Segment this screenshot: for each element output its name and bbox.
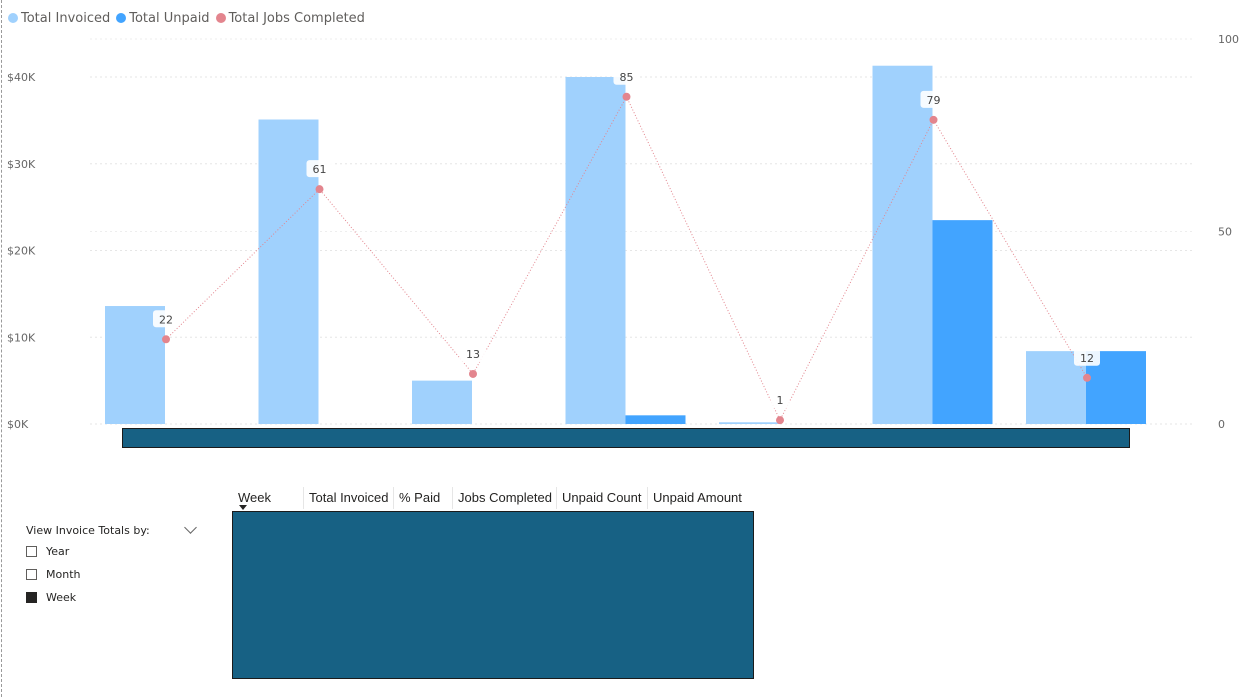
table-body-redacted <box>232 511 754 679</box>
y-axis-left: $0K $10K $20K $30K $40K <box>7 71 36 431</box>
data-label-box <box>770 391 790 409</box>
bar-total-unpaid[interactable] <box>932 220 993 424</box>
bars <box>105 65 1146 424</box>
point-jobs-completed[interactable] <box>1083 373 1091 382</box>
slicer-option-week[interactable]: Week <box>26 586 201 609</box>
column-header-jobs-completed[interactable]: Jobs Completed <box>453 487 557 509</box>
y-right-tick-label: 100 <box>1218 33 1239 46</box>
data-label-box <box>306 160 333 178</box>
y-right-tick-label: 0 <box>1218 418 1225 431</box>
data-label-box <box>920 90 947 108</box>
y-left-tick-label: $40K <box>7 71 36 84</box>
data-label-box <box>1074 348 1100 366</box>
data-label-box <box>460 344 486 362</box>
x-axis-labels-redacted <box>122 428 1130 448</box>
legend-label-total-unpaid: Total Unpaid <box>129 10 210 26</box>
legend-item-total-jobs-completed[interactable]: Total Jobs Completed <box>215 10 365 26</box>
point-jobs-completed[interactable] <box>162 335 170 344</box>
data-label-jobs: 85 <box>620 71 634 84</box>
legend-label-total-invoiced: Total Invoiced <box>21 10 111 26</box>
slicer-option-label: Year <box>46 545 70 558</box>
page-border-line <box>1 0 2 697</box>
column-header-unpaid-amount[interactable]: Unpaid Amount <box>653 490 742 505</box>
checkbox-week[interactable] <box>26 592 37 603</box>
view-totals-slicer: View Invoice Totals by: Year Month Week <box>26 520 201 609</box>
bar-total-unpaid[interactable] <box>625 415 686 424</box>
data-label-jobs: 22 <box>159 313 173 326</box>
point-jobs-completed[interactable] <box>315 185 324 194</box>
checkbox-month[interactable] <box>26 569 37 580</box>
column-header-week[interactable]: Week <box>233 487 304 509</box>
slicer-option-label: Month <box>46 568 81 581</box>
data-label-jobs: 13 <box>466 348 480 361</box>
bar-total-invoiced[interactable] <box>719 422 779 424</box>
chevron-down-icon[interactable] <box>184 520 197 534</box>
legend-item-total-unpaid[interactable]: Total Unpaid <box>116 10 210 26</box>
y-left-tick-label: $10K <box>7 331 36 344</box>
bar-total-invoiced[interactable] <box>872 65 933 424</box>
column-header-unpaid-count[interactable]: Unpaid Count <box>557 487 648 509</box>
bar-total-invoiced[interactable] <box>412 380 472 424</box>
data-label-jobs: 12 <box>1080 352 1094 365</box>
combo-chart: $0K $10K $20K $30K $40K 0 50 100 22 61 13 85 1 79 12 <box>7 33 1239 431</box>
bar-total-invoiced[interactable] <box>565 77 626 424</box>
slicer-option-label: Week <box>46 591 77 604</box>
checkbox-year[interactable] <box>26 546 37 557</box>
y-left-tick-label: $0K <box>7 418 29 431</box>
column-header-total-invoiced[interactable]: Total Invoiced <box>304 487 394 509</box>
y-right-tick-label: 50 <box>1218 226 1232 239</box>
data-label-jobs: 61 <box>313 163 327 176</box>
y-axis-right: 0 50 100 <box>1218 33 1239 431</box>
data-label-box <box>153 310 179 328</box>
slicer-option-month[interactable]: Month <box>26 563 201 586</box>
legend-marker-total-jobs-completed <box>215 13 226 23</box>
point-jobs-completed[interactable] <box>776 416 784 425</box>
jobs-line: 22 61 13 85 1 79 12 <box>153 67 1100 425</box>
legend-item-total-invoiced[interactable]: Total Invoiced <box>8 11 110 26</box>
chart-legend: Total Invoiced Total Unpaid Total Jobs C… <box>8 9 371 27</box>
y-left-tick-label: $30K <box>7 158 36 171</box>
sort-descending-icon[interactable] <box>239 505 247 510</box>
point-jobs-completed[interactable] <box>622 92 631 101</box>
slicer-header: View Invoice Totals by: <box>26 520 201 540</box>
legend-marker-total-invoiced <box>8 13 18 23</box>
point-jobs-completed[interactable] <box>469 369 477 378</box>
legend-marker-total-unpaid <box>116 13 127 23</box>
slicer-title: View Invoice Totals by: <box>26 523 150 537</box>
point-jobs-completed[interactable] <box>929 115 938 124</box>
data-label-jobs: 79 <box>927 94 941 107</box>
legend-label-total-jobs-completed: Total Jobs Completed <box>228 10 365 26</box>
y-left-tick-label: $20K <box>7 245 36 258</box>
slicer-option-year[interactable]: Year <box>26 540 201 563</box>
column-header-percent-paid[interactable]: % Paid <box>394 487 453 509</box>
data-label-box <box>613 67 640 85</box>
table-header: Week Total Invoiced % Paid Jobs Complete… <box>233 487 750 509</box>
data-label-jobs: 1 <box>777 394 784 407</box>
